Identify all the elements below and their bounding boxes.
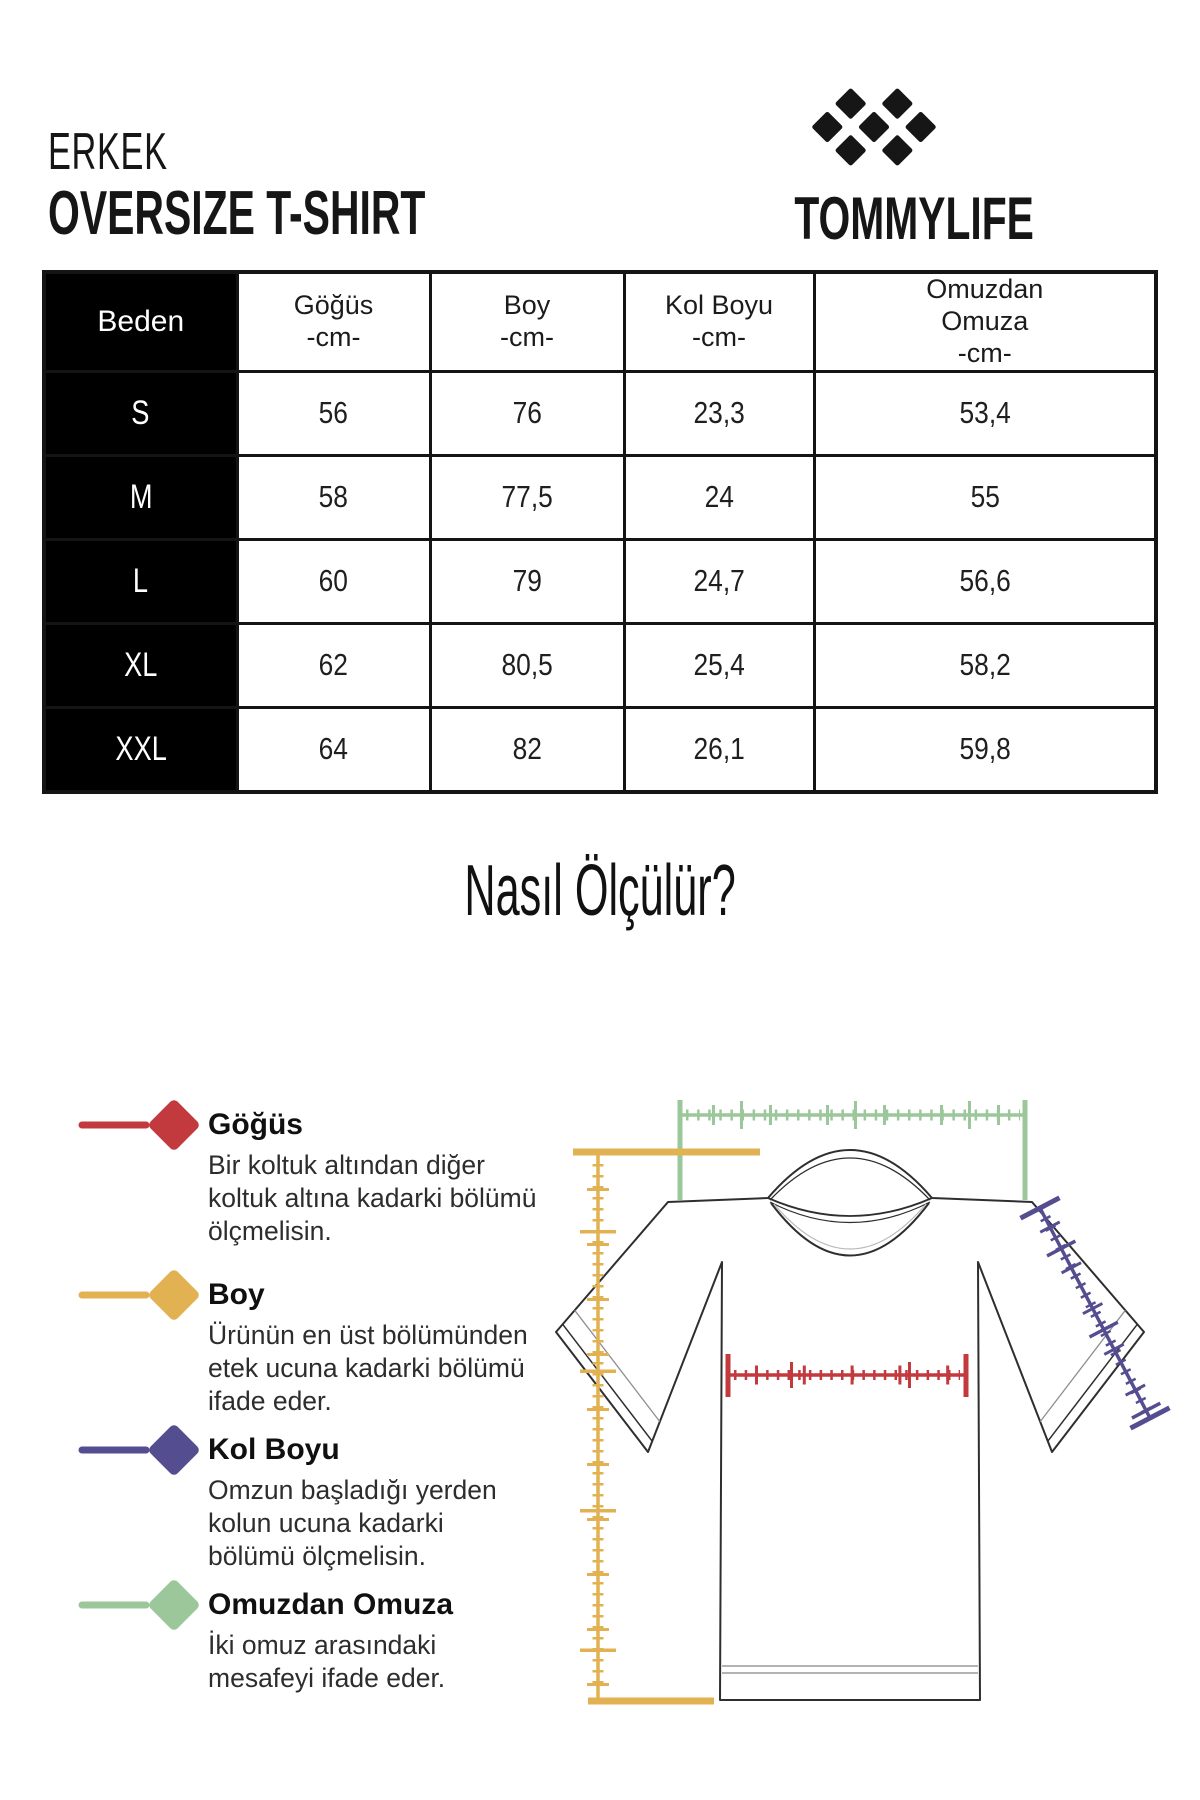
column-header-beden: Beden bbox=[42, 270, 239, 373]
value-cell: 26,1 bbox=[622, 705, 816, 794]
category-title: ERKEK bbox=[48, 122, 229, 182]
brand-name: TOMMYLIFE bbox=[738, 184, 1034, 253]
value-cell: 59,8 bbox=[812, 705, 1158, 794]
size-cell: L bbox=[42, 537, 239, 625]
product-title: OVERSIZE T-SHIRT bbox=[48, 178, 620, 249]
size-cell: M bbox=[42, 453, 239, 541]
boy-ruler bbox=[573, 1148, 760, 1705]
legend-title: Kol Boyu bbox=[208, 1433, 340, 1466]
legend-description: Omzun başladığı yerden kolun ucuna kadar… bbox=[208, 1475, 497, 1571]
omuzdan-omuza-diamond-icon bbox=[78, 1580, 199, 1630]
value-cell: 56 bbox=[235, 369, 432, 457]
value-cell: 24 bbox=[622, 453, 816, 541]
value-cell: 58 bbox=[235, 453, 432, 541]
legend-item-boy: Boy Ürünün en üst bölümünden etek ucuna … bbox=[78, 1263, 568, 1418]
value-cell: 62 bbox=[235, 621, 432, 709]
legend-description: Ürünün en üst bölümünden etek ucuna kada… bbox=[208, 1320, 528, 1416]
gogus-ruler bbox=[725, 1354, 969, 1397]
size-cell: XXL bbox=[42, 705, 239, 794]
value-cell: 60 bbox=[235, 537, 432, 625]
value-cell: 64 bbox=[235, 705, 432, 794]
brand-label: TOMMYLIFE bbox=[794, 185, 1034, 252]
legend-item-kol-boyu: Kol Boyu Omzun başladığı yerden kolun uc… bbox=[78, 1418, 568, 1573]
value-cell: 53,4 bbox=[812, 369, 1158, 457]
kol-boyu-diamond-icon bbox=[78, 1425, 199, 1475]
table-row: S 56 76 23,3 53,4 bbox=[42, 369, 1158, 457]
column-header-boy: Boy -cm- bbox=[428, 270, 626, 373]
value-cell: 55 bbox=[812, 453, 1158, 541]
kol-boyu-ruler bbox=[1019, 1195, 1171, 1431]
size-cell: XL bbox=[42, 621, 239, 709]
tshirt-measurement-diagram bbox=[555, 1100, 1171, 1705]
column-header-kol-boyu: Kol Boyu -cm- bbox=[622, 270, 816, 373]
value-cell: 80,5 bbox=[428, 621, 626, 709]
legend-description: Bir koltuk altından diğer koltuk altına … bbox=[208, 1150, 537, 1246]
table-header-row: Beden Göğüs -cm- Boy -cm- Kol Boyu -cm- Omu… bbox=[42, 270, 1158, 373]
size-cell: S bbox=[42, 369, 239, 457]
column-header-omuzdan-omuza: Omuzdan Omuza -cm- bbox=[812, 270, 1158, 373]
measure-section-title: Nasıl Ölçülür? bbox=[464, 851, 736, 931]
table-row: L 60 79 24,7 56,6 bbox=[42, 537, 1158, 625]
value-cell: 77,5 bbox=[428, 453, 626, 541]
brand-diamonds-icon bbox=[812, 88, 936, 166]
value-cell: 58,2 bbox=[812, 621, 1158, 709]
value-cell: 76 bbox=[428, 369, 626, 457]
table-row: M 58 77,5 24 55 bbox=[42, 453, 1158, 541]
legend-description: İki omuz arasındaki mesafeyi ifade eder. bbox=[208, 1630, 446, 1693]
table-row: XXL 64 82 26,1 59,8 bbox=[42, 705, 1158, 794]
legend-item-gogus: Göğüs Bir koltuk altından diğer koltuk a… bbox=[78, 1093, 568, 1248]
legend-title: Omuzdan Omuza bbox=[208, 1588, 454, 1621]
boy-diamond-icon bbox=[78, 1270, 199, 1320]
value-cell: 82 bbox=[428, 705, 626, 794]
table-row: XL 62 80,5 25,4 58,2 bbox=[42, 621, 1158, 709]
legend-title: Göğüs bbox=[208, 1108, 303, 1141]
column-header-gogus: Göğüs -cm- bbox=[235, 270, 432, 373]
category-label: ERKEK bbox=[48, 123, 168, 181]
value-cell: 23,3 bbox=[622, 369, 816, 457]
product-label: OVERSIZE T-SHIRT bbox=[48, 179, 426, 248]
tshirt-outline bbox=[555, 1149, 1145, 1701]
size-table: Beden Göğüs -cm- Boy -cm- Kol Boyu -cm- Omu… bbox=[42, 270, 1158, 794]
value-cell: 24,7 bbox=[622, 537, 816, 625]
value-cell: 25,4 bbox=[622, 621, 816, 709]
omuzdan-omuza-ruler bbox=[677, 1100, 1028, 1200]
legend-title: Boy bbox=[208, 1278, 265, 1311]
legend-item-omuzdan-omuza: Omuzdan Omuza İki omuz arasındaki mesafe… bbox=[78, 1573, 568, 1695]
gogus-diamond-icon bbox=[78, 1100, 199, 1150]
value-cell: 56,6 bbox=[812, 537, 1158, 625]
value-cell: 79 bbox=[428, 537, 626, 625]
